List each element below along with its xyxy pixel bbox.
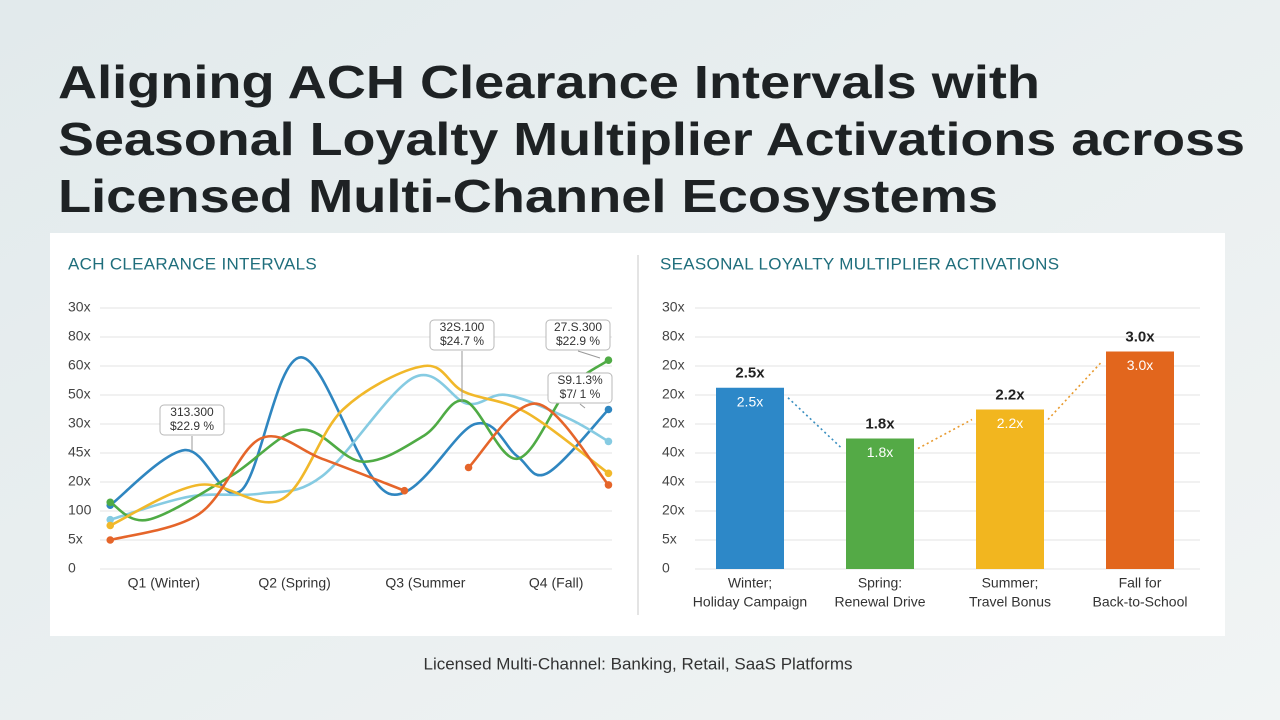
line: [109, 364, 610, 527]
value-label: 2.2x: [995, 386, 1025, 403]
y-tick-label: 40x: [662, 444, 685, 460]
value-label-inner: 1.8x: [867, 444, 893, 460]
annotation-box: [429, 319, 495, 351]
connector: [787, 397, 843, 450]
page-title: Seasonal Loyalty Multiplier Activations …: [58, 113, 1245, 165]
bar: [1106, 351, 1174, 569]
connector: [917, 418, 973, 450]
point: [106, 521, 115, 530]
chart-title: SEASONAL LOYALTY MULTIPLIER ACTIVATIONS: [660, 254, 1059, 273]
line: [109, 355, 610, 507]
point: [106, 498, 115, 507]
annotation-text: S9.1.3%: [557, 373, 603, 387]
value-label-inner: 2.5x: [737, 393, 763, 409]
y-tick-label: 20x: [662, 502, 685, 518]
x-tick-label: Winter;: [728, 575, 772, 591]
y-tick-label: 20x: [662, 386, 685, 402]
connector: [1047, 360, 1103, 421]
bar: [846, 438, 914, 569]
y-tick-label: 30x: [662, 299, 685, 315]
annotation-box: [547, 372, 613, 404]
y-tick-label: 5x: [68, 531, 83, 547]
x-tick-label: Q2 (Spring): [258, 575, 330, 591]
x-tick-label: Travel Bonus: [969, 594, 1051, 610]
point: [604, 356, 613, 365]
y-tick-label: 5x: [662, 531, 677, 547]
x-tick-label: Q3 (Summer: [385, 575, 465, 591]
annotation-text: 32S.100: [440, 320, 485, 334]
y-tick-label: 60x: [68, 357, 91, 373]
point: [106, 515, 115, 524]
y-tick-label: 20x: [662, 415, 685, 431]
line: [109, 402, 610, 542]
value-label-inner: 3.0x: [1127, 357, 1153, 373]
bar: [716, 387, 784, 569]
annotation-box: [545, 319, 611, 351]
annotation-text: 27.S.300: [554, 320, 602, 334]
y-tick-label: 30x: [68, 415, 91, 431]
x-tick-label: Summer;: [982, 575, 1039, 591]
y-tick-label: 100: [68, 502, 92, 518]
point: [400, 486, 409, 495]
annotation-text: 313.300: [170, 405, 214, 419]
annotation-text: $7/ 1 %: [560, 387, 601, 401]
y-tick-label: 45x: [68, 444, 91, 460]
page-title: Licensed Multi-Channel Ecosystems: [58, 170, 998, 222]
y-tick-label: 40x: [662, 473, 685, 489]
annotation-text: $24.7 %: [440, 334, 484, 348]
x-tick-label: Spring:: [858, 575, 902, 591]
page-title: Aligning ACH Clearance Intervals with: [58, 56, 1040, 108]
annotation-text: $22.9 %: [170, 419, 214, 433]
footer: Licensed Multi-Channel: Banking, Retail,…: [424, 654, 853, 673]
x-tick-label: Q4 (Fall): [529, 575, 583, 591]
x-tick-label: Back-to-School: [1093, 594, 1188, 610]
y-tick-label: 30x: [68, 299, 91, 315]
point: [604, 481, 613, 489]
point: [604, 469, 613, 478]
value-label-inner: 2.2x: [997, 415, 1023, 431]
x-tick-label: Fall for: [1119, 575, 1162, 591]
y-tick-label: 80x: [662, 328, 685, 344]
x-tick-label: Renewal Drive: [834, 594, 925, 610]
y-tick-label: 50x: [68, 386, 91, 402]
annotation-box: [159, 404, 225, 436]
x-tick-label: Holiday Campaign: [693, 594, 807, 610]
annotation-pointer: [579, 403, 586, 409]
annotation-pointer: [577, 350, 601, 359]
point: [106, 536, 115, 544]
chart-title: ACH CLEARANCE INTERVALS: [68, 254, 317, 273]
point: [604, 437, 613, 446]
value-label: 3.0x: [1125, 328, 1155, 345]
x-tick-label: Q1 (Winter): [128, 575, 200, 591]
point: [464, 463, 473, 472]
bar: [976, 409, 1044, 569]
point: [604, 405, 613, 414]
y-tick-label: 0: [68, 560, 76, 576]
line: [109, 359, 610, 522]
value-label: 2.5x: [735, 365, 765, 382]
y-tick-label: 0: [662, 560, 670, 576]
value-label: 1.8x: [865, 415, 895, 432]
y-tick-label: 20x: [68, 473, 91, 489]
y-tick-label: 80x: [68, 328, 91, 344]
annotation-text: $22.9 %: [556, 334, 600, 348]
y-tick-label: 20x: [662, 357, 685, 373]
